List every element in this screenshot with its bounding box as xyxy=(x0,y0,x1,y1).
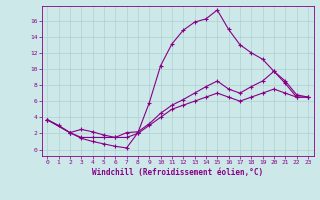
X-axis label: Windchill (Refroidissement éolien,°C): Windchill (Refroidissement éolien,°C) xyxy=(92,168,263,177)
